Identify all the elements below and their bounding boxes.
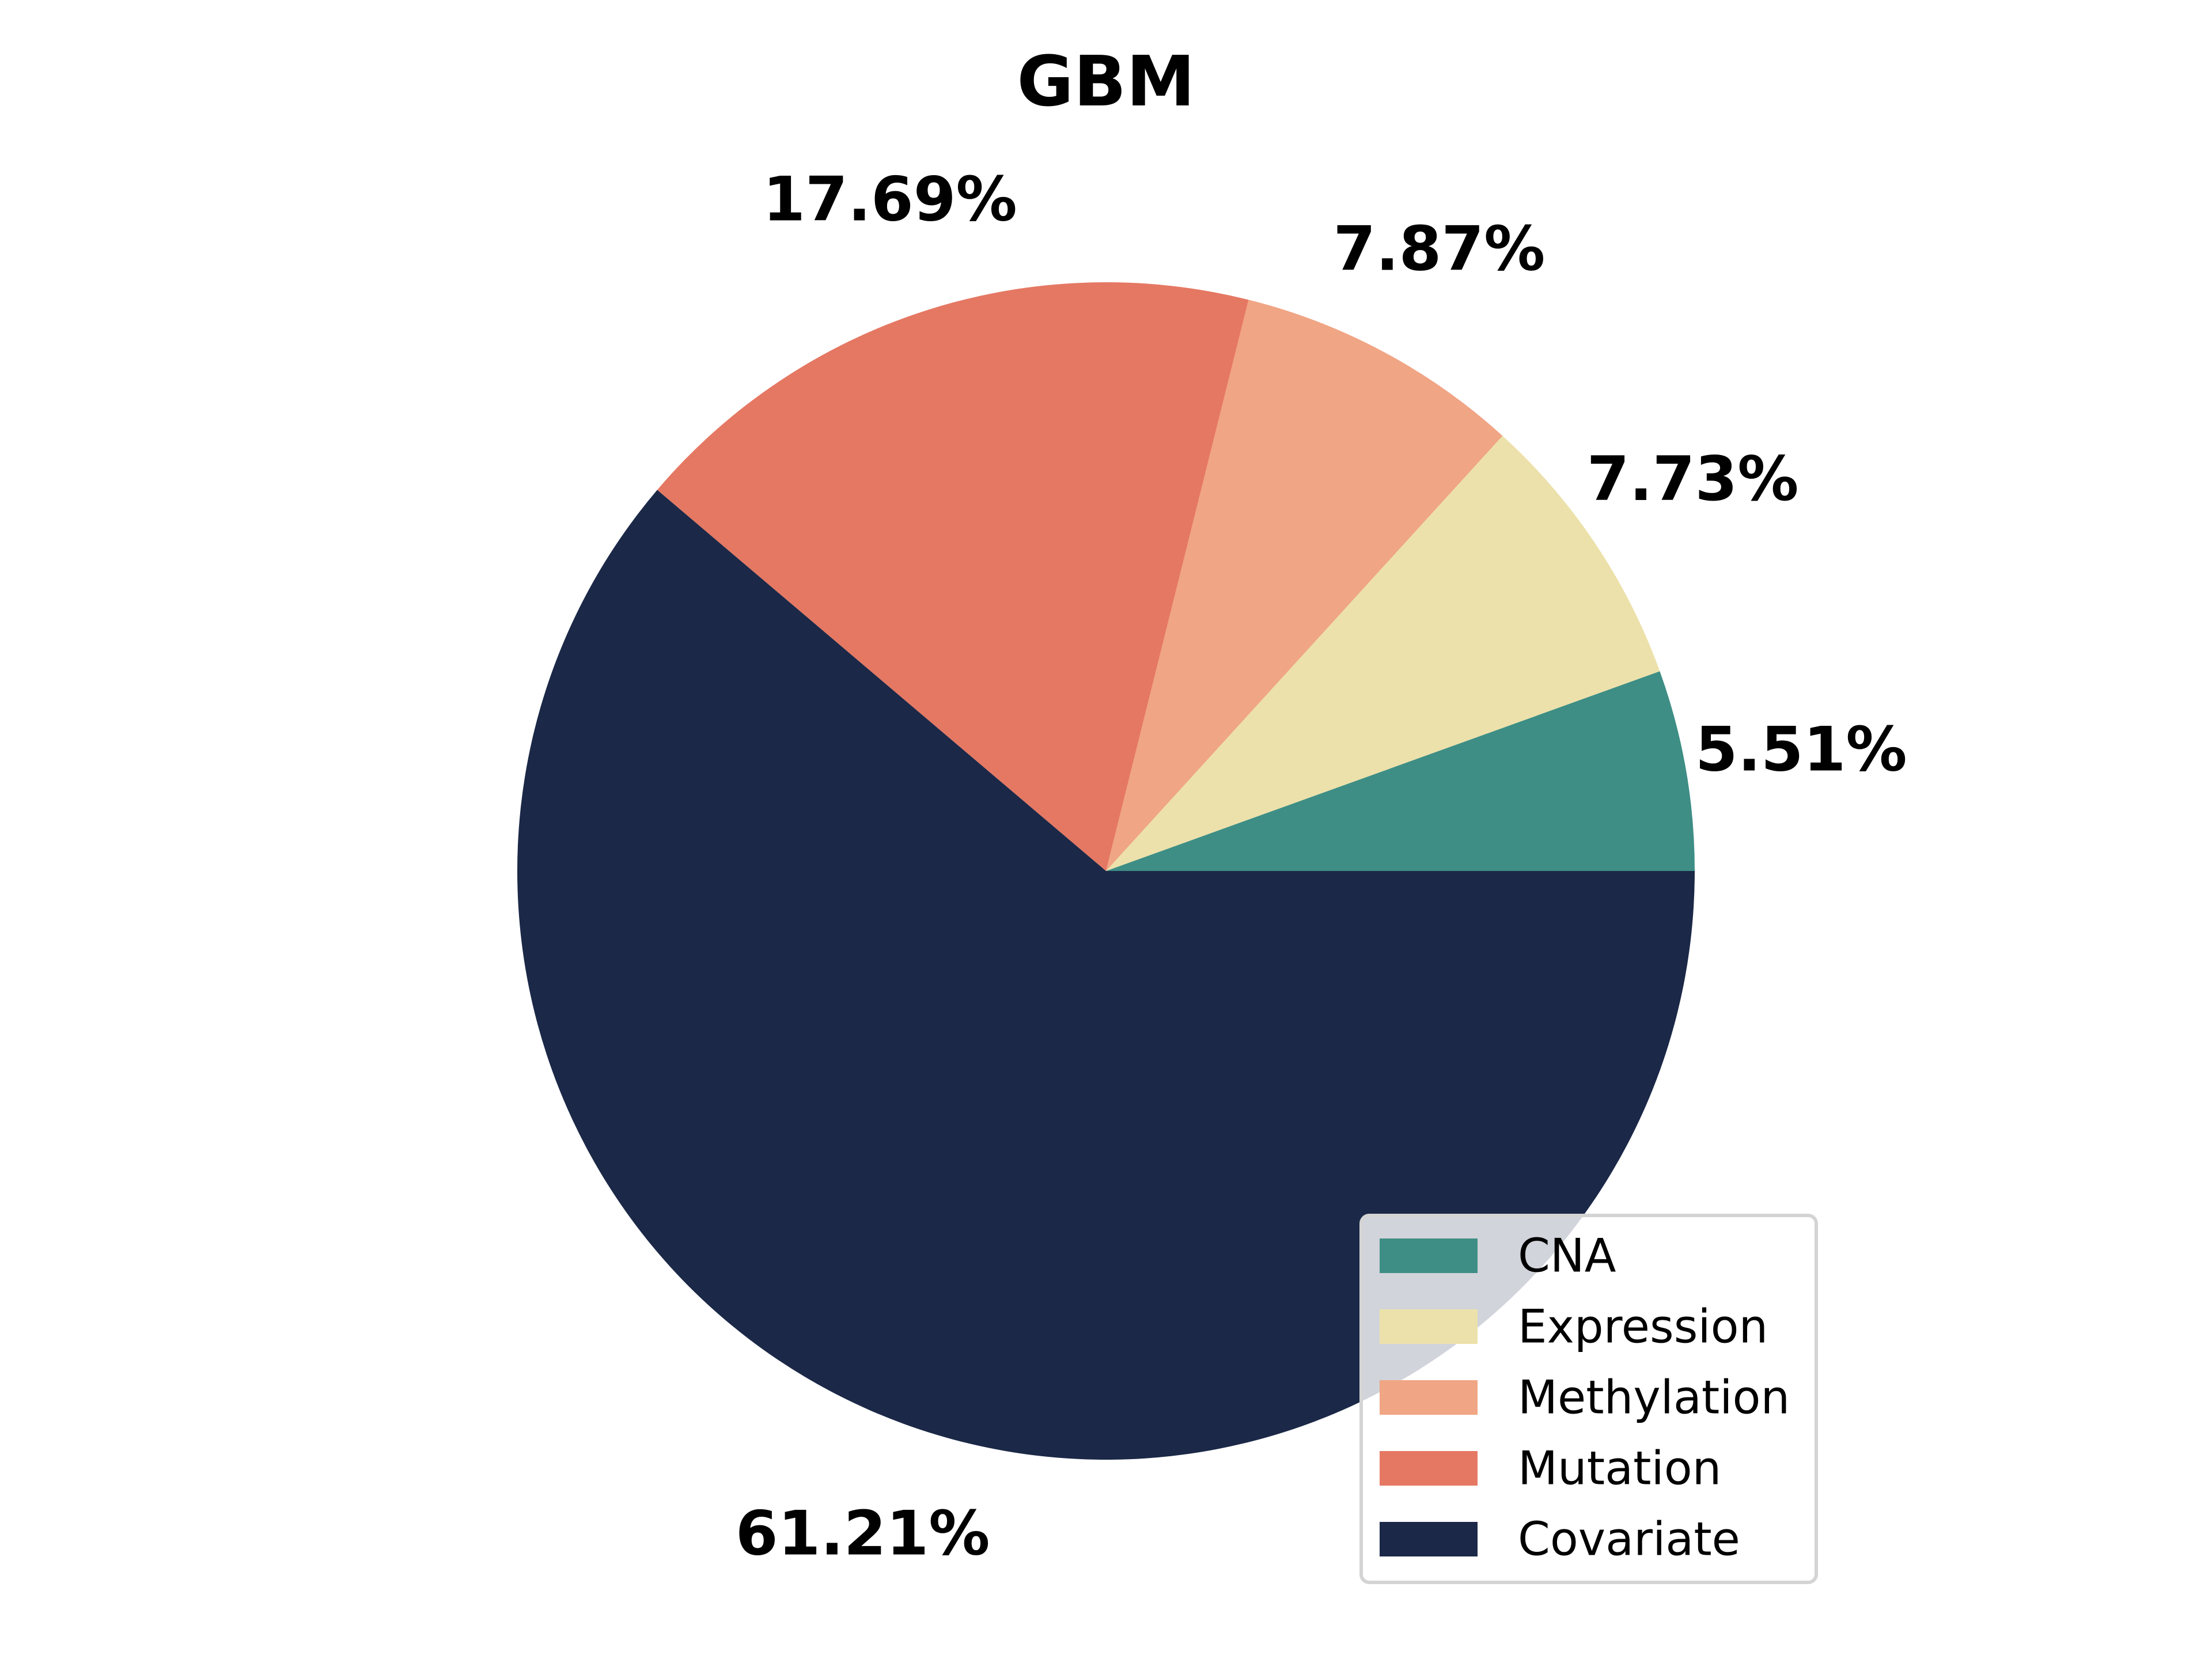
legend-swatch bbox=[1380, 1238, 1478, 1273]
chart-title: GBM bbox=[1017, 42, 1195, 122]
legend-swatch bbox=[1380, 1451, 1478, 1486]
legend-label: Methylation bbox=[1518, 1371, 1790, 1425]
legend-label: CNA bbox=[1518, 1229, 1616, 1283]
slice-label-methylation: 7.87% bbox=[1334, 214, 1546, 285]
pie-slice-mutation bbox=[657, 282, 1249, 871]
slice-label-covariate: 61.21% bbox=[736, 1498, 990, 1569]
legend-swatch bbox=[1380, 1309, 1478, 1344]
legend-item-covariate: Covariate bbox=[1380, 1513, 1740, 1566]
legend-item-expression: Expression bbox=[1380, 1300, 1768, 1354]
legend-label: Expression bbox=[1518, 1300, 1768, 1354]
legend-label: Covariate bbox=[1518, 1513, 1740, 1566]
slice-labels: 5.51% 7.73% 7.87% 17.69% 61.21% bbox=[736, 164, 1907, 1569]
legend-frame bbox=[1359, 1214, 1818, 1584]
pie-slice-methylation bbox=[1106, 300, 1503, 871]
pie-slice-expression bbox=[1106, 435, 1660, 871]
slice-label-cna: 5.51% bbox=[1695, 714, 1907, 785]
legend-label: Mutation bbox=[1518, 1442, 1721, 1495]
legend: CNA Expression Methylation Mutation Covariat… bbox=[1359, 1214, 1818, 1584]
legend-item-cna: CNA bbox=[1380, 1229, 1616, 1283]
pie-slice-cna bbox=[1106, 671, 1695, 871]
legend-item-methylation: Methylation bbox=[1380, 1371, 1790, 1425]
legend-items: CNA Expression Methylation Mutation Covariat… bbox=[1380, 1229, 1790, 1566]
legend-swatch bbox=[1380, 1380, 1478, 1415]
slice-label-expression: 7.73% bbox=[1587, 444, 1799, 514]
legend-swatch bbox=[1380, 1522, 1478, 1556]
legend-item-mutation: Mutation bbox=[1380, 1442, 1721, 1495]
slice-label-mutation: 17.69% bbox=[763, 164, 1017, 234]
